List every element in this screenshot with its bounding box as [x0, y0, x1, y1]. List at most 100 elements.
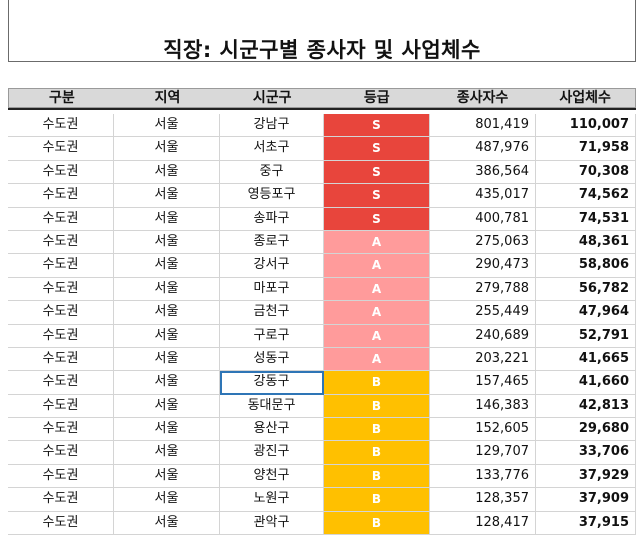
cell-businesses[interactable]: 47,964	[536, 301, 636, 325]
cell-grade[interactable]: A	[324, 277, 430, 302]
cell-category[interactable]: 수도권	[8, 394, 114, 419]
cell-employees[interactable]: 400,781	[430, 207, 536, 231]
cell-grade[interactable]: A	[324, 347, 430, 372]
cell-businesses[interactable]: 74,562	[536, 184, 636, 208]
cell-employees[interactable]: 386,564	[430, 160, 536, 185]
cell-district[interactable]: 용산구	[220, 418, 324, 442]
cell-region[interactable]: 서울	[114, 464, 220, 489]
cell-district[interactable]: 종로구	[220, 230, 324, 255]
cell-grade[interactable]: B	[324, 464, 430, 489]
cell-employees[interactable]: 240,689	[430, 324, 536, 348]
cell-businesses[interactable]: 41,660	[536, 371, 636, 395]
cell-district[interactable]: 중구	[220, 160, 324, 185]
cell-businesses[interactable]: 41,665	[536, 347, 636, 372]
cell-district[interactable]: 구로구	[220, 324, 324, 348]
cell-district[interactable]: 마포구	[220, 277, 324, 302]
cell-employees[interactable]: 146,383	[430, 394, 536, 419]
cell-grade[interactable]: B	[324, 511, 430, 536]
cell-category[interactable]: 수도권	[8, 464, 114, 489]
cell-category[interactable]: 수도권	[8, 230, 114, 255]
cell-businesses[interactable]: 37,929	[536, 464, 636, 489]
cell-region[interactable]: 서울	[114, 511, 220, 536]
cell-grade[interactable]: S	[324, 207, 430, 231]
cell-district[interactable]: 영등포구	[220, 184, 324, 208]
cell-region[interactable]: 서울	[114, 277, 220, 302]
cell-category[interactable]: 수도권	[8, 418, 114, 442]
cell-grade[interactable]: S	[324, 114, 430, 138]
cell-region[interactable]: 서울	[114, 441, 220, 465]
cell-businesses[interactable]: 48,361	[536, 230, 636, 255]
cell-employees[interactable]: 487,976	[430, 137, 536, 161]
cell-category[interactable]: 수도권	[8, 324, 114, 348]
cell-region[interactable]: 서울	[114, 184, 220, 208]
cell-employees[interactable]: 801,419	[430, 114, 536, 138]
cell-category[interactable]: 수도권	[8, 488, 114, 512]
cell-district[interactable]: 송파구	[220, 207, 324, 231]
cell-employees[interactable]: 152,605	[430, 418, 536, 442]
cell-district[interactable]: 관악구	[220, 511, 324, 536]
cell-district[interactable]: 강남구	[220, 114, 324, 138]
header-region[interactable]: 지역	[154, 90, 181, 106]
cell-region[interactable]: 서울	[114, 137, 220, 161]
cell-employees[interactable]: 279,788	[430, 277, 536, 302]
cell-category[interactable]: 수도권	[8, 371, 114, 395]
cell-businesses[interactable]: 42,813	[536, 394, 636, 419]
header-businesses[interactable]: 사업체수	[559, 90, 611, 106]
cell-category[interactable]: 수도권	[8, 207, 114, 231]
cell-businesses[interactable]: 74,531	[536, 207, 636, 231]
cell-employees[interactable]: 133,776	[430, 464, 536, 489]
cell-grade[interactable]: A	[324, 301, 430, 325]
cell-employees[interactable]: 275,063	[430, 230, 536, 255]
cell-businesses[interactable]: 52,791	[536, 324, 636, 348]
cell-grade[interactable]: S	[324, 137, 430, 161]
cell-district[interactable]: 강동구	[220, 371, 324, 395]
cell-businesses[interactable]: 110,007	[536, 114, 636, 138]
cell-employees[interactable]: 435,017	[430, 184, 536, 208]
cell-businesses[interactable]: 71,958	[536, 137, 636, 161]
cell-region[interactable]: 서울	[114, 230, 220, 255]
cell-district[interactable]: 금천구	[220, 301, 324, 325]
cell-region[interactable]: 서울	[114, 114, 220, 138]
cell-region[interactable]: 서울	[114, 301, 220, 325]
cell-district[interactable]: 성동구	[220, 347, 324, 372]
cell-district[interactable]: 광진구	[220, 441, 324, 465]
cell-region[interactable]: 서울	[114, 347, 220, 372]
cell-district[interactable]: 서초구	[220, 137, 324, 161]
cell-grade[interactable]: B	[324, 371, 430, 395]
cell-grade[interactable]: B	[324, 441, 430, 465]
cell-region[interactable]: 서울	[114, 160, 220, 185]
cell-businesses[interactable]: 37,909	[536, 488, 636, 512]
cell-district[interactable]: 양천구	[220, 464, 324, 489]
cell-category[interactable]: 수도권	[8, 511, 114, 536]
cell-businesses[interactable]: 58,806	[536, 254, 636, 278]
cell-region[interactable]: 서울	[114, 254, 220, 278]
cell-category[interactable]: 수도권	[8, 254, 114, 278]
cell-district[interactable]: 노원구	[220, 488, 324, 512]
cell-businesses[interactable]: 33,706	[536, 441, 636, 465]
cell-employees[interactable]: 128,357	[430, 488, 536, 512]
cell-businesses[interactable]: 56,782	[536, 277, 636, 302]
header-employees[interactable]: 종사자수	[456, 90, 509, 106]
cell-employees[interactable]: 157,465	[430, 371, 536, 395]
cell-region[interactable]: 서울	[114, 207, 220, 231]
cell-grade[interactable]: S	[324, 160, 430, 185]
cell-businesses[interactable]: 70,308	[536, 160, 636, 185]
cell-district[interactable]: 강서구	[220, 254, 324, 278]
cell-employees[interactable]: 128,417	[430, 511, 536, 536]
cell-employees[interactable]: 255,449	[430, 301, 536, 325]
cell-employees[interactable]: 129,707	[430, 441, 536, 465]
cell-category[interactable]: 수도권	[8, 347, 114, 372]
cell-district[interactable]: 동대문구	[220, 394, 324, 419]
cell-category[interactable]: 수도권	[8, 277, 114, 302]
cell-grade[interactable]: S	[324, 184, 430, 208]
cell-businesses[interactable]: 29,680	[536, 418, 636, 442]
header-category[interactable]: 구분	[48, 90, 75, 106]
header-district[interactable]: 시군구	[252, 90, 292, 106]
cell-region[interactable]: 서울	[114, 488, 220, 512]
cell-region[interactable]: 서울	[114, 394, 220, 419]
cell-grade[interactable]: A	[324, 324, 430, 348]
cell-grade[interactable]: A	[324, 254, 430, 278]
cell-category[interactable]: 수도권	[8, 301, 114, 325]
cell-businesses[interactable]: 37,915	[536, 511, 636, 536]
cell-category[interactable]: 수도권	[8, 441, 114, 465]
